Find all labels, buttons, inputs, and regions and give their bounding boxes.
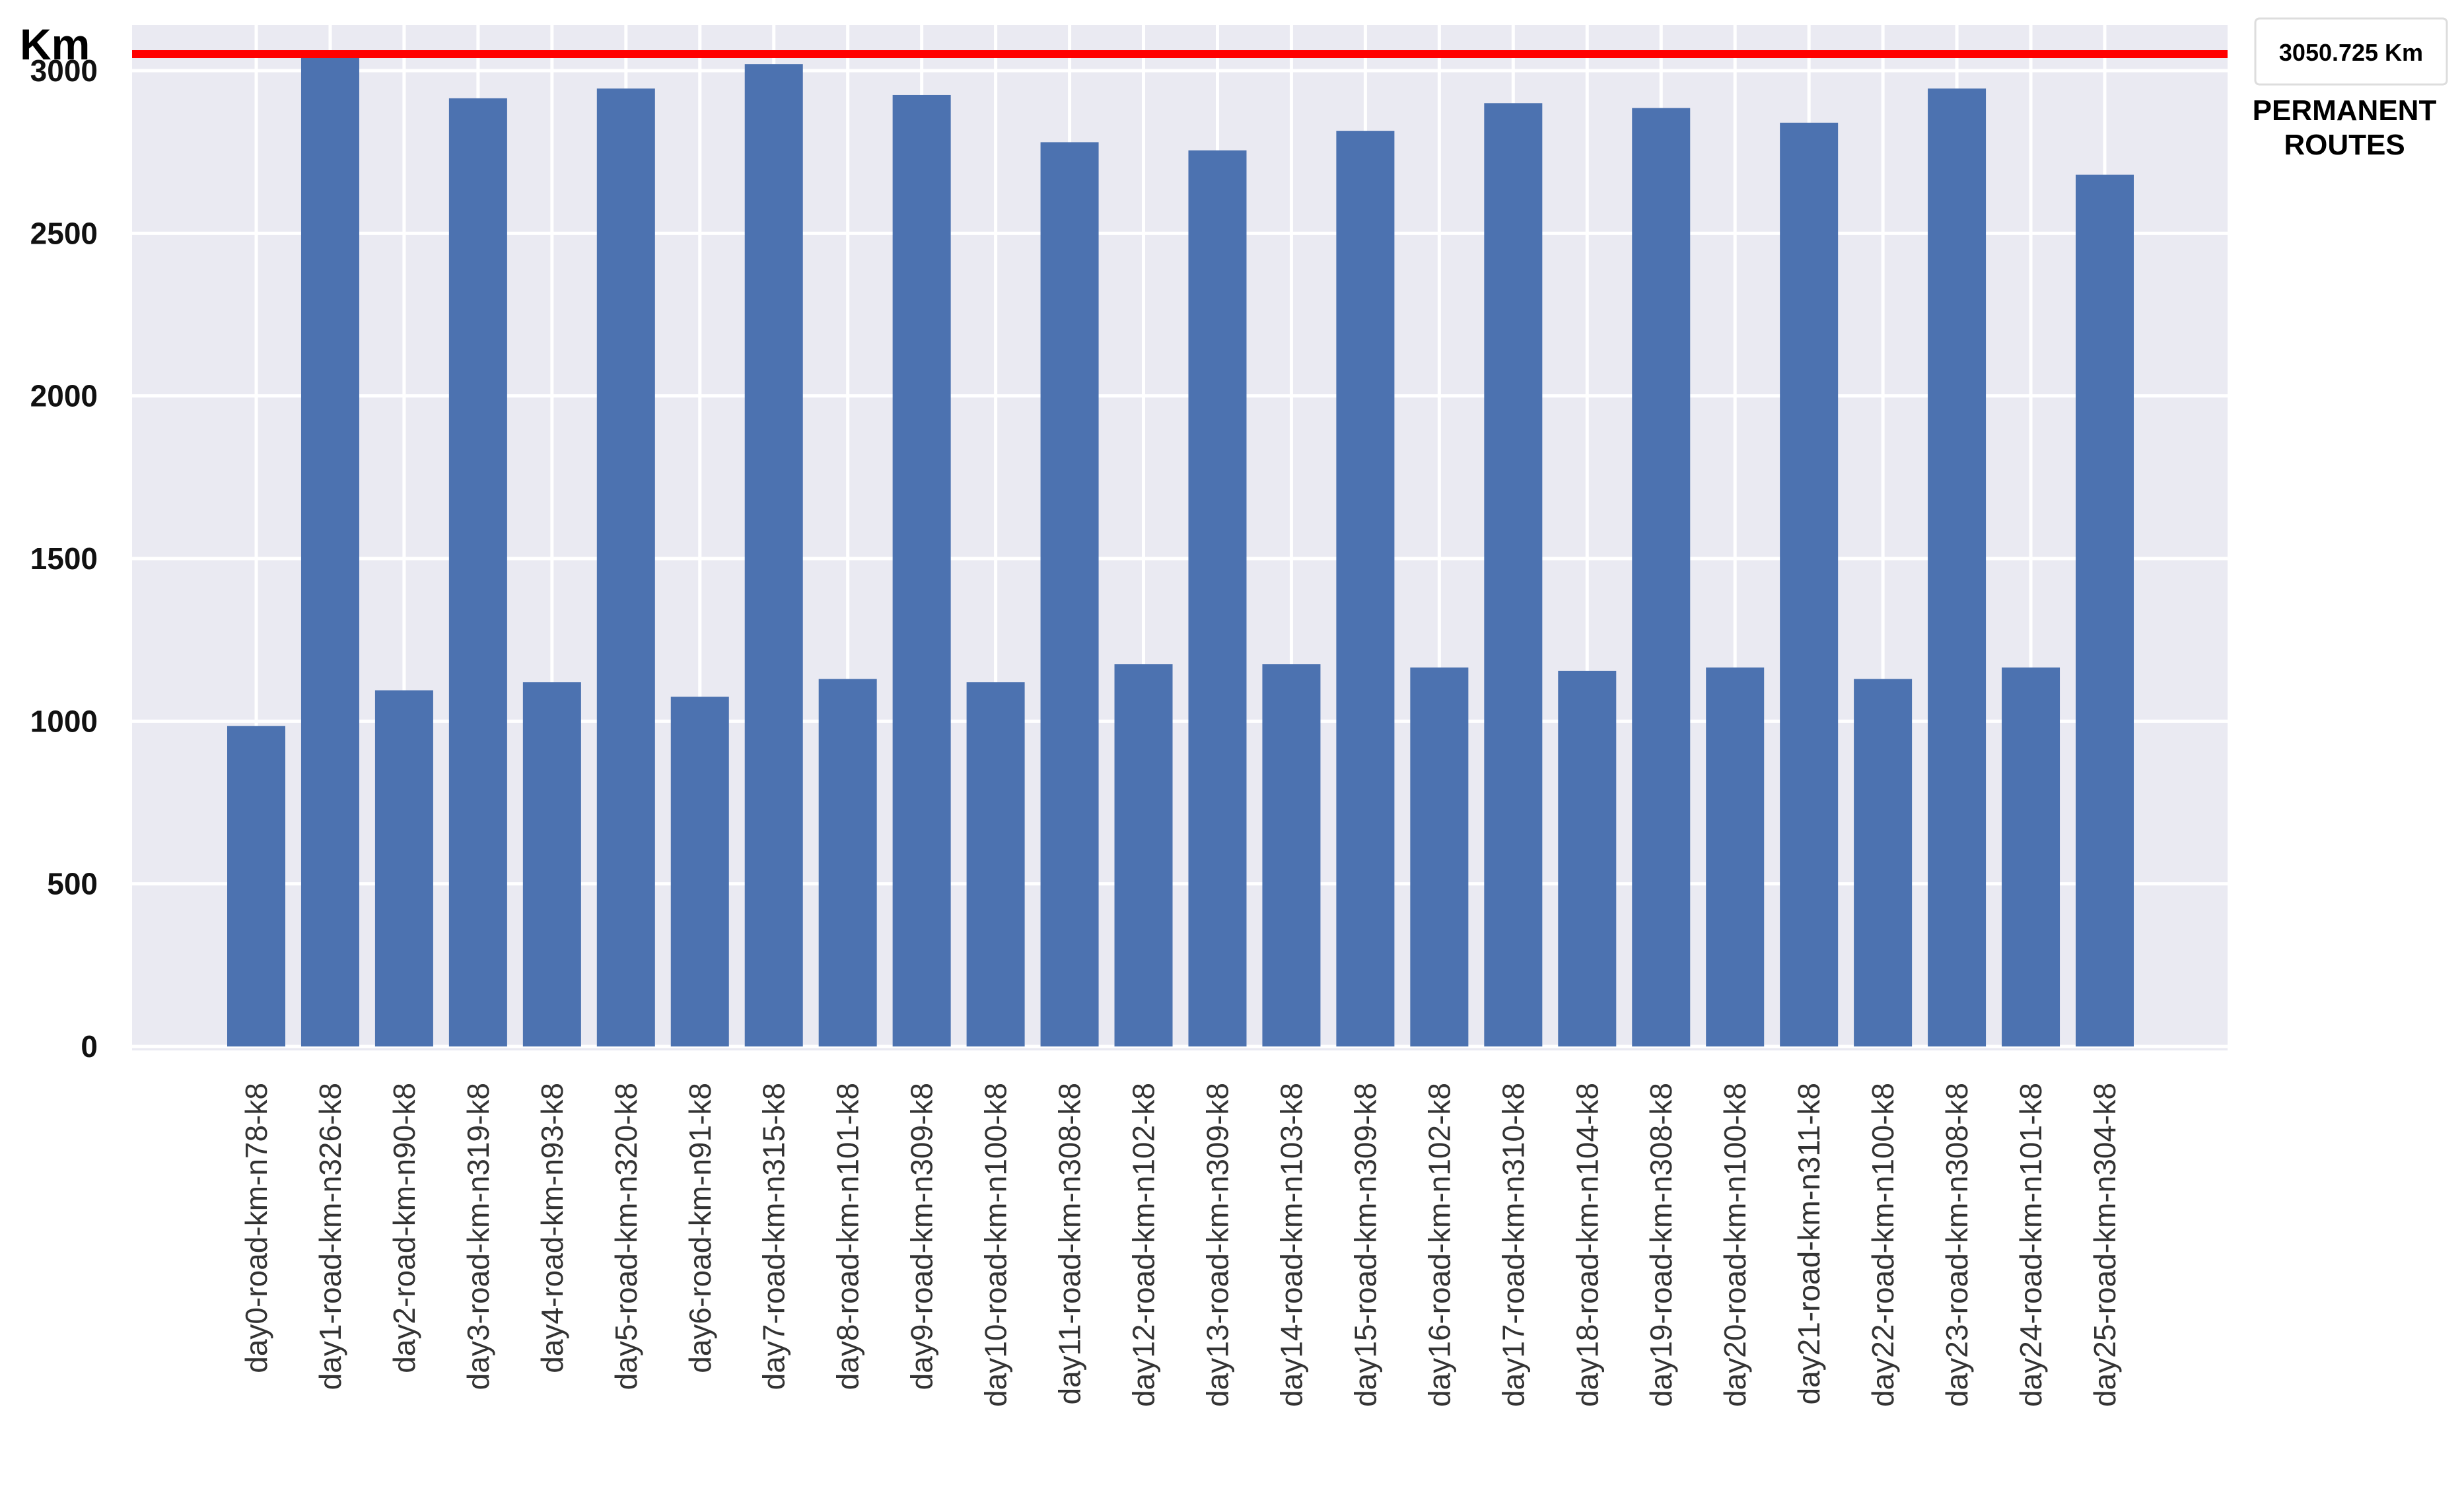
bar <box>966 682 1025 1046</box>
x-tick-label: day20-road-km-n100-k8 <box>1718 1083 1752 1407</box>
x-tick-label: day17-road-km-n310-k8 <box>1496 1083 1530 1407</box>
bar <box>227 726 285 1046</box>
x-tick-label: day13-road-km-n309-k8 <box>1200 1083 1234 1407</box>
x-tick-label: day23-road-km-n308-k8 <box>1940 1083 1974 1407</box>
reference-label-box <box>2254 17 2448 86</box>
x-tick-label: day5-road-km-n320-k8 <box>609 1083 643 1390</box>
bar <box>1188 150 1247 1046</box>
y-tick-label: 1000 <box>30 704 98 738</box>
x-tick-label: day1-road-km-n326-k8 <box>313 1083 347 1390</box>
x-tick-label: day11-road-km-n308-k8 <box>1053 1083 1087 1405</box>
x-tick-label: day15-road-km-n309-k8 <box>1348 1083 1382 1407</box>
bar <box>1410 667 1469 1046</box>
bar <box>1706 667 1765 1046</box>
bar <box>1114 664 1173 1046</box>
x-tick-label: day12-road-km-n102-k8 <box>1127 1083 1161 1407</box>
x-tick-label: day6-road-km-n91-k8 <box>683 1083 717 1373</box>
x-tick-label: day18-road-km-n104-k8 <box>1570 1083 1604 1407</box>
x-tick-label: day10-road-km-n100-k8 <box>979 1083 1013 1407</box>
x-tick-label: day19-road-km-n308-k8 <box>1644 1083 1678 1407</box>
x-tick-label: day2-road-km-n90-k8 <box>387 1083 421 1373</box>
bar <box>1336 131 1395 1047</box>
x-tick-label: day4-road-km-n93-k8 <box>535 1083 569 1373</box>
bar <box>892 94 951 1047</box>
bar <box>300 55 359 1047</box>
bar <box>2076 174 2134 1046</box>
y-tick-labels: 0 500 1000 1500 2000 2500 3000 <box>30 53 98 1064</box>
bar <box>744 64 803 1046</box>
x-tick-label: day0-road-km-n78-k8 <box>239 1083 273 1373</box>
bar <box>670 697 729 1046</box>
bar <box>596 88 655 1046</box>
x-tick-label: day8-road-km-n101-k8 <box>831 1083 865 1390</box>
y-tick-label: 2500 <box>30 216 98 250</box>
y-tick-label: 3000 <box>30 53 98 88</box>
reference-caption-line-1: PERMANENT <box>2253 94 2437 127</box>
x-tick-label: day21-road-km-n311-k8 <box>1792 1083 1826 1405</box>
x-tick-label: day3-road-km-n319-k8 <box>461 1083 495 1390</box>
y-tick-label: 500 <box>47 867 98 901</box>
bar <box>2002 667 2060 1046</box>
x-tick-label: day9-road-km-n309-k8 <box>905 1083 939 1390</box>
bar <box>374 690 433 1046</box>
reference-label: 3050.725 Km <box>2279 39 2423 66</box>
x-tick-label: day25-road-km-n304-k8 <box>2088 1083 2122 1407</box>
bar <box>1780 122 1839 1046</box>
bar <box>448 98 507 1046</box>
bar <box>1928 88 1987 1046</box>
bar <box>818 679 877 1046</box>
x-tick-label: day16-road-km-n102-k8 <box>1422 1083 1456 1407</box>
x-tick-label: day7-road-km-n315-k8 <box>757 1083 791 1390</box>
reference-caption-line-2: ROUTES <box>2284 129 2405 161</box>
y-axis-label: Km <box>20 20 90 69</box>
bars <box>227 55 2134 1047</box>
bar <box>1484 103 1543 1047</box>
y-tick-label: 0 <box>81 1029 98 1064</box>
x-tick-label: day22-road-km-n100-k8 <box>1866 1083 1900 1407</box>
bar <box>1854 679 1913 1046</box>
bar <box>1558 670 1617 1046</box>
bar <box>1632 108 1691 1047</box>
x-tick-label: day14-road-km-n103-k8 <box>1274 1083 1308 1407</box>
x-tick-labels: day0-road-km-n78-k8 day1-road-km-n326-k8 d… <box>239 1083 2122 1407</box>
bar <box>1262 664 1321 1046</box>
x-tick-label: day24-road-km-n101-k8 <box>2014 1083 2048 1407</box>
bar <box>1040 142 1099 1046</box>
y-tick-label: 2000 <box>30 379 98 413</box>
y-tick-label: 1500 <box>30 541 98 576</box>
plot-area <box>132 25 2228 1050</box>
bar <box>522 682 581 1046</box>
